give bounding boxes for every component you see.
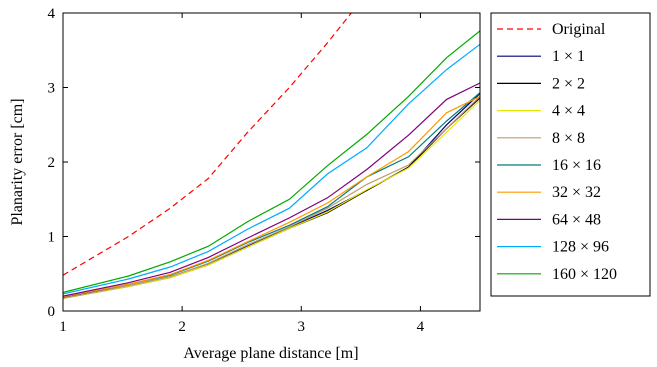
series-line-3 [63,99,480,299]
x-tick-label-0: 1 [59,319,67,335]
y-tick-label-0: 0 [48,304,56,320]
series-line-5 [63,92,480,298]
legend-label-8: 128 × 96 [552,239,609,256]
legend-label-3: 4 × 4 [552,103,585,120]
series-line-9 [63,30,480,293]
y-tick-label-3: 3 [48,81,56,97]
legend-label-9: 160 × 120 [552,266,617,283]
series-line-8 [63,43,480,295]
legend-label-1: 1 × 1 [552,48,585,65]
series-line-7 [63,82,480,297]
y-tick-label-1: 1 [48,230,56,246]
x-tick-label-1: 2 [178,319,186,335]
x-tick-label-2: 3 [298,319,306,335]
series-line-1 [63,93,480,299]
legend-label-4: 8 × 8 [552,130,585,147]
legend-label-2: 2 × 2 [552,75,585,92]
legend-label-5: 16 × 16 [552,157,601,174]
y-tick-label-4: 4 [48,6,56,22]
legend-box [490,12,651,297]
plot-frame [62,12,481,312]
legend-label-0: Original [552,21,606,38]
legend: Original 1 × 1 2 × 2 4 × 4 8 × 8 16 × 16 32 × … [497,21,617,283]
series-layer [63,13,480,299]
y-axis-label: Planarity error [cm] [9,98,26,225]
series-line-6 [63,95,480,298]
legend-label-6: 32 × 32 [552,184,601,201]
y-tick-label-2: 2 [48,155,56,171]
x-axis-label: Average plane distance [m] [183,345,358,362]
series-line-0 [63,13,352,276]
legend-label-7: 64 × 48 [552,211,601,228]
series-line-4 [63,95,480,299]
x-tick-label-3: 4 [417,319,425,335]
series-line-2 [63,97,480,299]
